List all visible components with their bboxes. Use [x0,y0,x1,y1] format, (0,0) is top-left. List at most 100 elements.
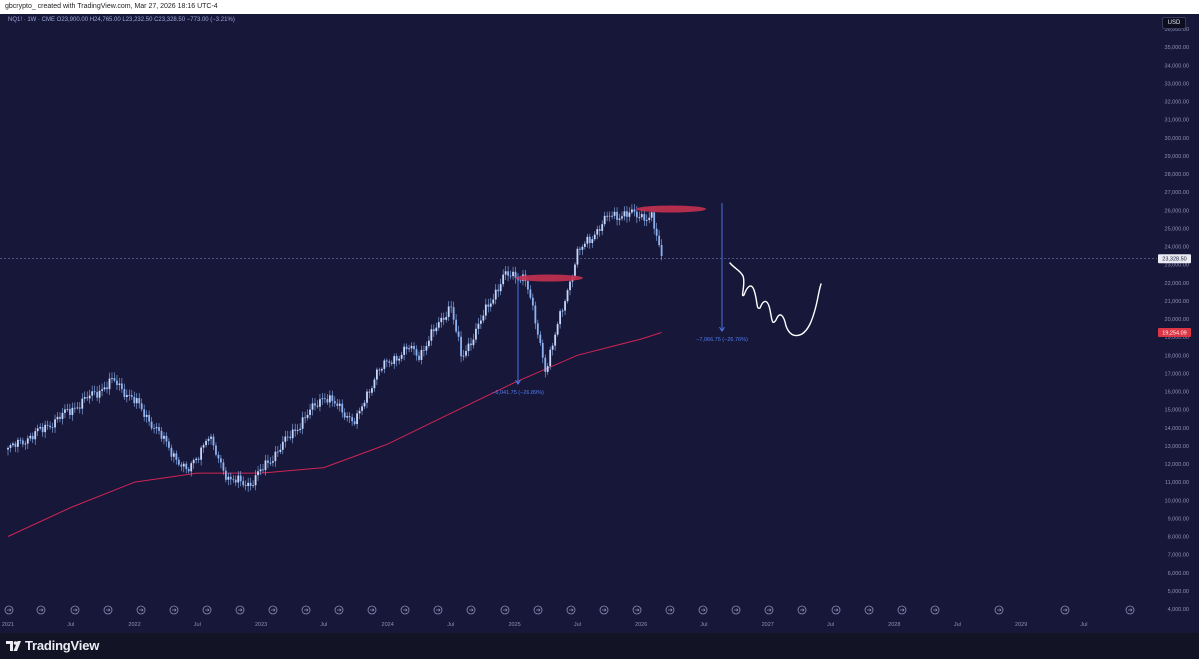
arrow-circle-icon[interactable] [930,605,940,615]
arrow-circle-icon[interactable] [268,605,278,615]
arrow-circle-icon[interactable] [301,605,311,615]
arrow-circle-icon[interactable] [202,605,212,615]
candle-body [380,368,383,371]
candle-body [170,447,173,457]
candle-body [588,236,591,244]
candle-body [68,408,71,416]
arrow-circle-icon[interactable] [831,605,841,615]
candle [113,372,116,383]
candle [200,445,203,466]
y-tick-label: 10,000.00 [1165,498,1189,504]
candle-body [148,414,151,422]
candle-body [544,357,547,372]
arrow-circle-icon[interactable] [566,605,576,615]
candle-body [242,481,245,486]
candle [73,402,76,413]
top-highlight-2026 [636,205,706,213]
candle [276,445,279,457]
candle [29,432,32,442]
candle-body [46,424,49,426]
arrow-circle-icon[interactable] [36,605,46,615]
chart-caption: gbcrypto_ created with TradingView.com, … [5,3,218,10]
candle-body [61,412,64,419]
arrow-circle-icon[interactable] [731,605,741,615]
candle-body [309,409,311,415]
candle [177,457,180,467]
x-tick-label: Jul [1080,622,1087,628]
arrow-circle-icon[interactable] [433,605,443,615]
candle-body [202,445,205,448]
candle [96,386,99,402]
arrow-circle-icon[interactable] [1125,605,1135,615]
arrow-circle-icon[interactable] [169,605,179,615]
candle-body [408,348,410,350]
arrow-circle-icon[interactable] [698,605,708,615]
moving-average-badge: 19,254.09 [1158,328,1191,338]
candle-body [640,214,643,218]
arrow-circle-ring [731,605,741,615]
arrow-circle-icon[interactable] [400,605,410,615]
candle-body [328,395,331,403]
arrow-glyph [602,608,607,612]
candle-body [512,271,514,277]
arrow-circle-icon[interactable] [1060,605,1070,615]
arrow-circle-icon[interactable] [466,605,476,615]
arrow-circle-icon[interactable] [599,605,609,615]
candle [12,441,14,448]
candle [229,472,232,485]
arrow-circle-icon[interactable] [797,605,807,615]
arrow-circle-icon[interactable] [864,605,874,615]
y-axis[interactable]: 36,000.00 35,000.00 34,000.00 33,000.00 32,0… [1165,27,1189,613]
measure-annotation[interactable]: −6,041.75 (−26.89%) [492,274,544,396]
candle [172,450,175,463]
arrow-circle-icon[interactable] [994,605,1004,615]
arrow-circle-icon[interactable] [533,605,543,615]
x-axis[interactable]: 2021 Jul 2022 Jul 2023 Jul 2024 Jul 2025 Jul 2026 J… [2,622,1088,628]
chart-area[interactable]: 36,000.00 35,000.00 34,000.00 33,000.00 32,0… [0,14,1199,633]
arrow-circle-icon[interactable] [500,605,510,615]
measure-annotation[interactable]: −7,066.75 (−26.76%) [696,203,748,343]
candle-body [113,378,116,381]
candle [34,427,37,446]
candle-body [17,439,19,447]
candle-body [479,320,482,324]
arrow-circle-icon[interactable] [4,605,14,615]
arrow-circle-ring [433,605,443,615]
candle-body [284,436,287,442]
candle-body [423,349,425,351]
arrow-circle-icon[interactable] [367,605,377,615]
candle [76,402,79,410]
candle [363,399,366,410]
candle [385,358,388,368]
arrow-circle-ring [301,605,311,615]
candle-body [200,447,203,460]
candle-body [631,209,633,213]
candle [291,423,294,444]
candle [509,270,512,280]
candle-body [158,427,160,431]
candle [71,402,74,421]
arrow-circle-icon[interactable] [103,605,113,615]
candle-body [234,479,237,483]
x-tick-label: 2022 [128,622,140,628]
candle-body [581,246,584,250]
price-chart[interactable]: 36,000.00 35,000.00 34,000.00 33,000.00 32,0… [0,14,1199,633]
currency-badge[interactable]: USD [1162,17,1186,29]
candle [618,213,621,226]
candle-body [108,378,111,390]
arrow-circle-icon[interactable] [665,605,675,615]
arrow-circle-icon[interactable] [897,605,907,615]
candle [120,377,123,393]
arrow-circle-icon[interactable] [632,605,642,615]
y-tick-label: 25,000.00 [1165,226,1189,232]
arrow-circle-icon[interactable] [764,605,774,615]
arrow-circle-icon[interactable] [235,605,245,615]
candle-body [91,391,94,396]
candle-body [31,435,34,440]
arrow-circle-icon[interactable] [136,605,146,615]
y-tick-label: 36,000.00 [1165,27,1189,33]
arrow-circle-icon[interactable] [70,605,80,615]
event-icon-row[interactable] [4,605,1135,615]
candle [375,367,378,386]
arrow-circle-icon[interactable] [334,605,344,615]
